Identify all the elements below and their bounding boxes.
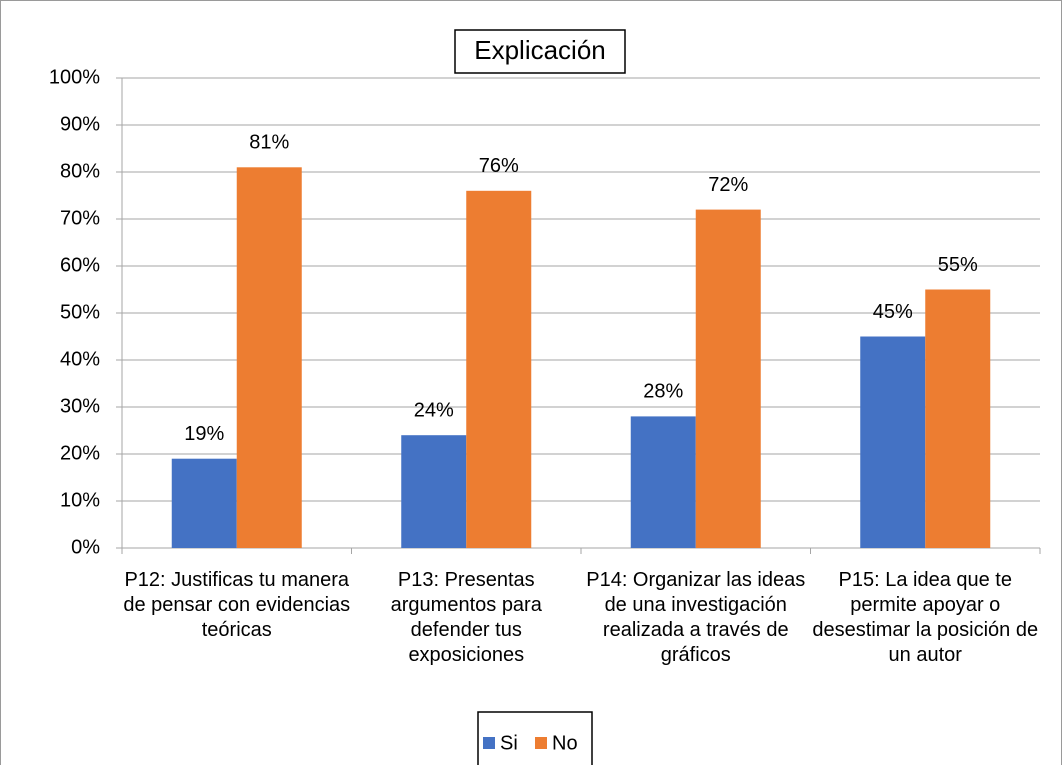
x-tick-label-box: P14: Organizar las ideas de una investig… bbox=[586, 569, 806, 666]
x-tick-label-box: P13: Presentas argumentos para defender … bbox=[390, 569, 542, 666]
data-label: 76% bbox=[479, 155, 519, 177]
y-tick-label: 40% bbox=[60, 348, 100, 370]
y-tick-label: 30% bbox=[60, 395, 100, 417]
legend-swatch bbox=[535, 737, 547, 749]
legend-label: Si bbox=[500, 732, 518, 754]
x-tick-label-box: P12: Justificas tu manera de pensar con … bbox=[123, 569, 351, 641]
bar bbox=[401, 435, 467, 548]
bar bbox=[925, 289, 991, 548]
title-box bbox=[454, 29, 626, 74]
bar bbox=[236, 167, 302, 549]
x-tick-label-box: P15: La idea que te permite apoyar o des… bbox=[812, 569, 1039, 666]
x-tick-label: P15: La idea que te permite apoyar o des… bbox=[812, 569, 1039, 666]
y-tick-label: 10% bbox=[60, 489, 100, 511]
data-label: 45% bbox=[873, 301, 913, 323]
x-tick-label: P13: Presentas argumentos para defender … bbox=[390, 569, 542, 666]
y-tick-label: 50% bbox=[60, 301, 100, 323]
data-label: 19% bbox=[184, 423, 224, 445]
y-tick-label: 90% bbox=[60, 113, 100, 135]
bar bbox=[466, 190, 532, 549]
legend-label: No bbox=[552, 732, 578, 754]
y-tick-label: 0% bbox=[71, 536, 100, 558]
bar bbox=[630, 416, 696, 548]
y-tick-label: 100% bbox=[49, 66, 100, 88]
data-label: 24% bbox=[414, 399, 454, 421]
chart-title: Explicación bbox=[474, 35, 606, 65]
legend-swatch bbox=[483, 737, 495, 749]
y-tick-label: 70% bbox=[60, 207, 100, 229]
bar bbox=[695, 209, 761, 548]
x-tick-label: P14: Organizar las ideas de una investig… bbox=[586, 569, 806, 666]
y-tick-label: 80% bbox=[60, 160, 100, 182]
data-label: 28% bbox=[643, 381, 683, 403]
x-tick-label: P12: Justificas tu manera de pensar con … bbox=[123, 569, 351, 641]
y-tick-label: 60% bbox=[60, 254, 100, 276]
data-label: 55% bbox=[938, 254, 978, 276]
data-label: 81% bbox=[249, 132, 289, 154]
y-tick-label: 20% bbox=[60, 442, 100, 464]
bar bbox=[171, 458, 237, 548]
data-label: 72% bbox=[708, 174, 748, 196]
bar bbox=[860, 336, 926, 548]
